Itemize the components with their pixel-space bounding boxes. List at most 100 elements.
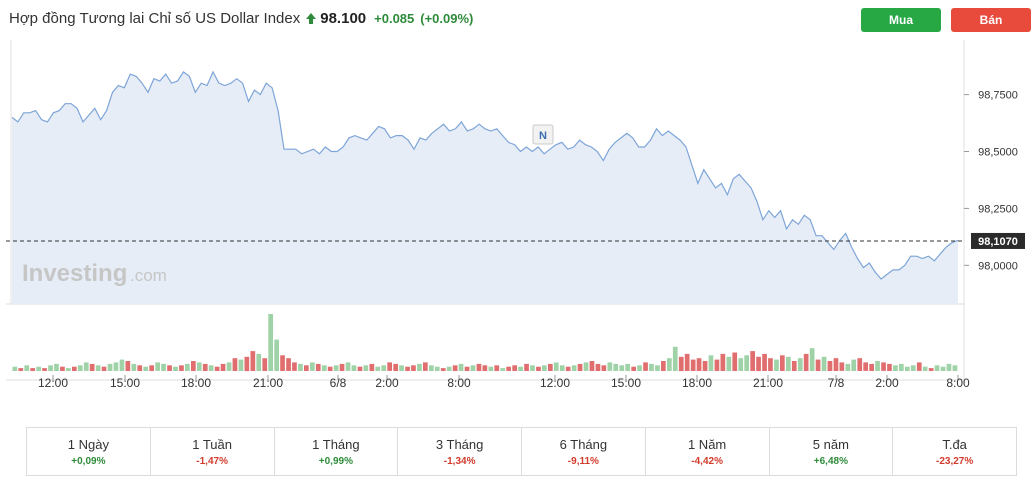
volume-bar — [571, 365, 577, 371]
volume-bar — [357, 366, 363, 371]
volume-bar — [667, 358, 672, 371]
performance-cell[interactable]: T.đa -23,27% — [893, 428, 1016, 475]
volume-bar — [399, 365, 404, 371]
performance-cell[interactable]: 1 Ngày +0,09% — [27, 428, 151, 475]
volume-bar — [202, 363, 208, 371]
x-tick-label: 7/8 — [828, 376, 845, 390]
buy-button[interactable]: Mua — [861, 8, 941, 32]
volume-bar — [899, 363, 904, 371]
price-line — [11, 70, 959, 280]
volume-bar — [625, 363, 630, 371]
volume-bar — [161, 363, 166, 371]
performance-value: -4,42% — [691, 455, 723, 467]
volume-bar — [821, 356, 827, 372]
volume-bar — [393, 363, 398, 371]
volume-bar — [179, 365, 184, 371]
volume-bar — [702, 361, 708, 371]
volume-bar — [119, 359, 125, 371]
volume-bar — [946, 363, 952, 371]
volume-bar — [726, 356, 732, 372]
volume-bar — [345, 362, 351, 371]
y-tick-label: 98,0000 — [978, 260, 1018, 272]
watermark-brand: Investing — [22, 260, 127, 287]
volume-bar — [952, 365, 958, 371]
performance-value: -9,11% — [567, 455, 599, 467]
x-tick-label: 8:00 — [946, 376, 970, 390]
volume-bar — [553, 362, 559, 371]
volume-bar — [607, 362, 613, 371]
current-price-tag: 98,1070 — [971, 232, 1025, 249]
volume-bar — [185, 363, 190, 371]
volume-bar — [678, 356, 684, 372]
volume-bar — [304, 365, 309, 371]
volume-bar — [381, 365, 387, 371]
volume-bar — [423, 362, 428, 371]
news-marker-label: N — [539, 130, 547, 142]
volume-bar — [548, 363, 553, 371]
volume-bar — [131, 363, 137, 371]
volume-bar — [125, 361, 131, 371]
performance-cell[interactable]: 3 Tháng -1,34% — [398, 428, 522, 475]
performance-period: 1 Tuần — [192, 436, 232, 452]
performance-cell[interactable]: 6 Tháng -9,11% — [522, 428, 646, 475]
volume-bar — [262, 358, 268, 371]
performance-cell[interactable]: 1 Tuần -1,47% — [151, 428, 275, 475]
volume-bar — [440, 368, 446, 371]
volume-bar — [369, 363, 375, 371]
volume-bar — [559, 365, 565, 371]
volume-bar — [762, 353, 767, 371]
volume-bar — [191, 361, 196, 371]
performance-value: -1,34% — [443, 455, 476, 467]
volume-bar — [458, 363, 464, 371]
price-area-fill — [12, 71, 958, 305]
volume-bar — [321, 365, 327, 371]
volume-bar — [351, 365, 357, 371]
price-change: +0.085 — [374, 10, 415, 26]
x-tick-label: 21:00 — [753, 376, 783, 390]
volume-bar — [24, 365, 30, 371]
performance-period: T.đa — [942, 436, 967, 452]
volume-bar — [101, 366, 107, 371]
volume-bar — [542, 365, 547, 371]
volume-bar — [274, 339, 279, 371]
performance-value: -23,27% — [936, 455, 974, 467]
volume-bar — [292, 362, 297, 371]
volume-bar — [661, 361, 666, 371]
volume-bar — [464, 366, 470, 371]
watermark-suffix: .com — [130, 266, 167, 285]
x-tick-label: 15:00 — [110, 376, 140, 390]
volume-bar — [387, 362, 392, 371]
performance-cell[interactable]: 5 năm +6,48% — [770, 428, 894, 475]
performance-period: 6 Tháng — [559, 436, 608, 452]
performance-period: 1 Tháng — [312, 436, 360, 452]
performance-period: 5 năm — [812, 436, 849, 452]
volume-bar — [649, 363, 654, 371]
volume-bar — [327, 366, 333, 371]
performance-value: +0,99% — [318, 455, 353, 467]
volume-bar — [631, 366, 636, 371]
performance-cell[interactable]: 1 Năm -4,42% — [646, 428, 770, 475]
volume-bar — [208, 365, 214, 371]
volume-bar — [220, 363, 226, 371]
volume-bar — [803, 353, 809, 371]
volume-bar — [791, 361, 797, 371]
volume-bar — [494, 365, 500, 371]
volume-bar — [696, 358, 702, 371]
volume-bar — [845, 363, 851, 371]
x-tick-label: 18:00 — [181, 376, 211, 390]
x-tick-label: 2:00 — [875, 376, 899, 390]
volume-bar — [54, 363, 59, 371]
volume-bar — [196, 362, 202, 371]
sell-button[interactable]: Bán — [951, 8, 1031, 32]
volume-bar — [268, 314, 273, 371]
volume-bar — [738, 358, 744, 371]
volume-bar — [411, 365, 416, 371]
x-tick-label: 6/8 — [330, 376, 347, 390]
volume-bar — [619, 365, 625, 371]
performance-cell[interactable]: 1 Tháng +0,99% — [275, 428, 399, 475]
volume-bar — [95, 365, 101, 371]
volume-bar — [928, 368, 934, 371]
news-marker[interactable]: N — [532, 124, 554, 145]
volume-bar — [452, 365, 458, 371]
price-chart[interactable]: Investing .com N 98,1070 98,750098,50009… — [0, 40, 1036, 400]
